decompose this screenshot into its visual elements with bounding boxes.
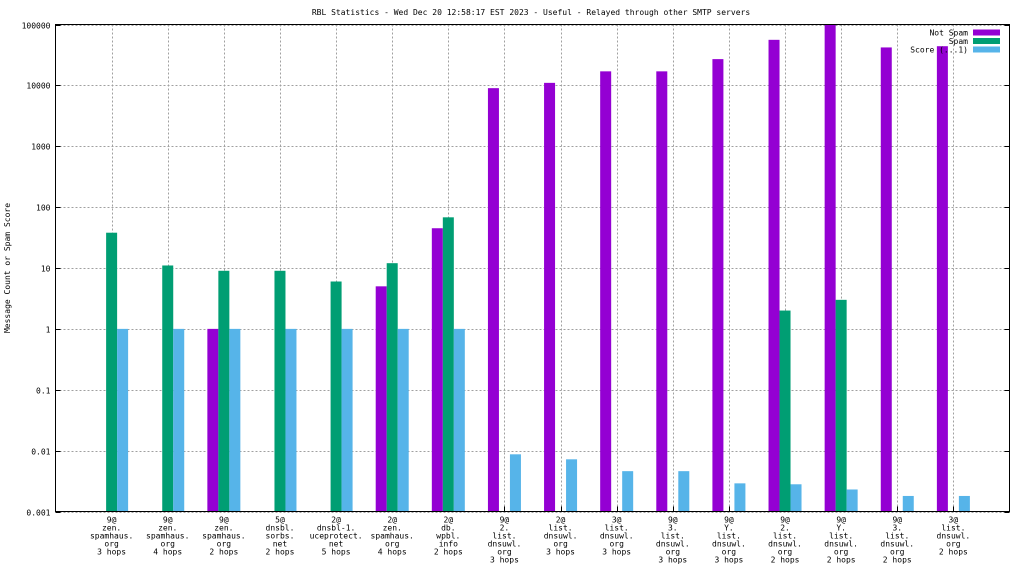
y-tick-labels: 0.001 0.01 0.1 1 10 100 1000 10000 100000 (22, 22, 51, 518)
bar (712, 59, 724, 512)
bar (902, 495, 914, 512)
bar-marks (106, 24, 970, 512)
bar (566, 459, 578, 512)
x-tick-label: 3@ list. dnsuwl. org 2 hops (937, 516, 971, 557)
x-tick-label: 9@ zen. spamhaus. org 2 hops (202, 516, 245, 557)
bar (431, 228, 443, 512)
bar (330, 281, 342, 512)
bar (622, 471, 634, 512)
x-tick-label: 9@ 2. list. dnsuwl. org 2 hops (768, 516, 802, 565)
bar (207, 328, 219, 512)
x-tick-label: 9@ Y. list. dnsuwl. org 2 hops (824, 516, 858, 565)
bar (544, 82, 556, 512)
bar (397, 328, 409, 512)
y-tick-label: 100000 (22, 22, 51, 31)
x-tick-label: 9@ 2. list. dnsuwl. org 3 hops (488, 516, 522, 565)
bar (600, 71, 612, 512)
x-tick-label: 3@ list. dnsuwl. org 3 hops (600, 516, 634, 557)
bar (375, 286, 387, 512)
x-tick-label: 9@ Y. list. dnsuwl. org 3 hops (712, 516, 746, 565)
legend-label: Not Spam (929, 29, 968, 38)
x-tick-label: 9@ zen. spamhaus. org 3 hops (90, 516, 133, 557)
bar (734, 483, 746, 512)
bar (274, 270, 286, 512)
bar (442, 217, 454, 512)
grid-lines (55, 24, 1010, 513)
legend-swatch (973, 29, 1000, 36)
bar (117, 328, 129, 512)
bar (835, 299, 847, 512)
x-tick-label: 2@ zen. spamhaus. org 4 hops (371, 516, 414, 557)
x-tick-label: 2@ db. wpbl. info 2 hops (434, 516, 463, 557)
bar (846, 489, 858, 512)
x-tick-label: 9@ 3. list. dnsuwl. org 2 hops (880, 516, 914, 565)
bar (106, 232, 118, 512)
x-tick-label: 5@ dnsbl. sorbs. net 2 hops (266, 516, 295, 557)
bar (453, 328, 465, 512)
bar (824, 24, 836, 512)
chart-title: RBL Statistics - Wed Dec 20 12:58:17 EST… (312, 8, 750, 17)
bar (768, 39, 780, 512)
bar (341, 328, 353, 512)
y-tick-label: 0.001 (26, 509, 50, 518)
bar (173, 328, 185, 512)
bar (790, 484, 802, 512)
bar (678, 471, 690, 512)
legend-label: Score (...1) (910, 46, 968, 55)
y-tick-label: 0.1 (36, 387, 51, 396)
y-tick-label: 1 (46, 326, 51, 335)
x-tick-labels: 9@ zen. spamhaus. org 3 hops 9@ zen. spamhaus. o… (90, 516, 970, 565)
x-tick-label: 2@ dnsbl-1. uceprotect. net 5 hops (310, 516, 363, 557)
bar (229, 328, 241, 512)
bar (936, 46, 948, 512)
y-axis-label: Message Count or Spam Score (3, 203, 12, 333)
y-tick-label: 10 (41, 265, 51, 274)
bar (509, 454, 521, 512)
x-tick-label: 9@ 3. list. dnsuwl. org 3 hops (656, 516, 690, 565)
legend-label: Spam (949, 37, 968, 46)
x-tick-label: 9@ zen. spamhaus. org 4 hops (146, 516, 189, 557)
plot-frame (55, 24, 1010, 512)
y-tick-label: 1000 (31, 143, 50, 152)
legend-swatch (973, 38, 1000, 44)
bar (386, 263, 398, 512)
y-tick-label: 10000 (26, 82, 50, 91)
y-tick-label: 0.01 (31, 448, 50, 457)
legend-swatch (973, 46, 1000, 53)
bar (487, 88, 499, 512)
bar (162, 265, 174, 512)
bar (218, 270, 230, 512)
bar (779, 310, 791, 512)
y-tick-label: 100 (36, 204, 51, 213)
bar (285, 328, 297, 512)
x-tick-label: 2@ list. dnsuwl. org 3 hops (544, 516, 578, 557)
bar (656, 71, 668, 512)
bar (880, 47, 892, 512)
bar (958, 495, 970, 512)
